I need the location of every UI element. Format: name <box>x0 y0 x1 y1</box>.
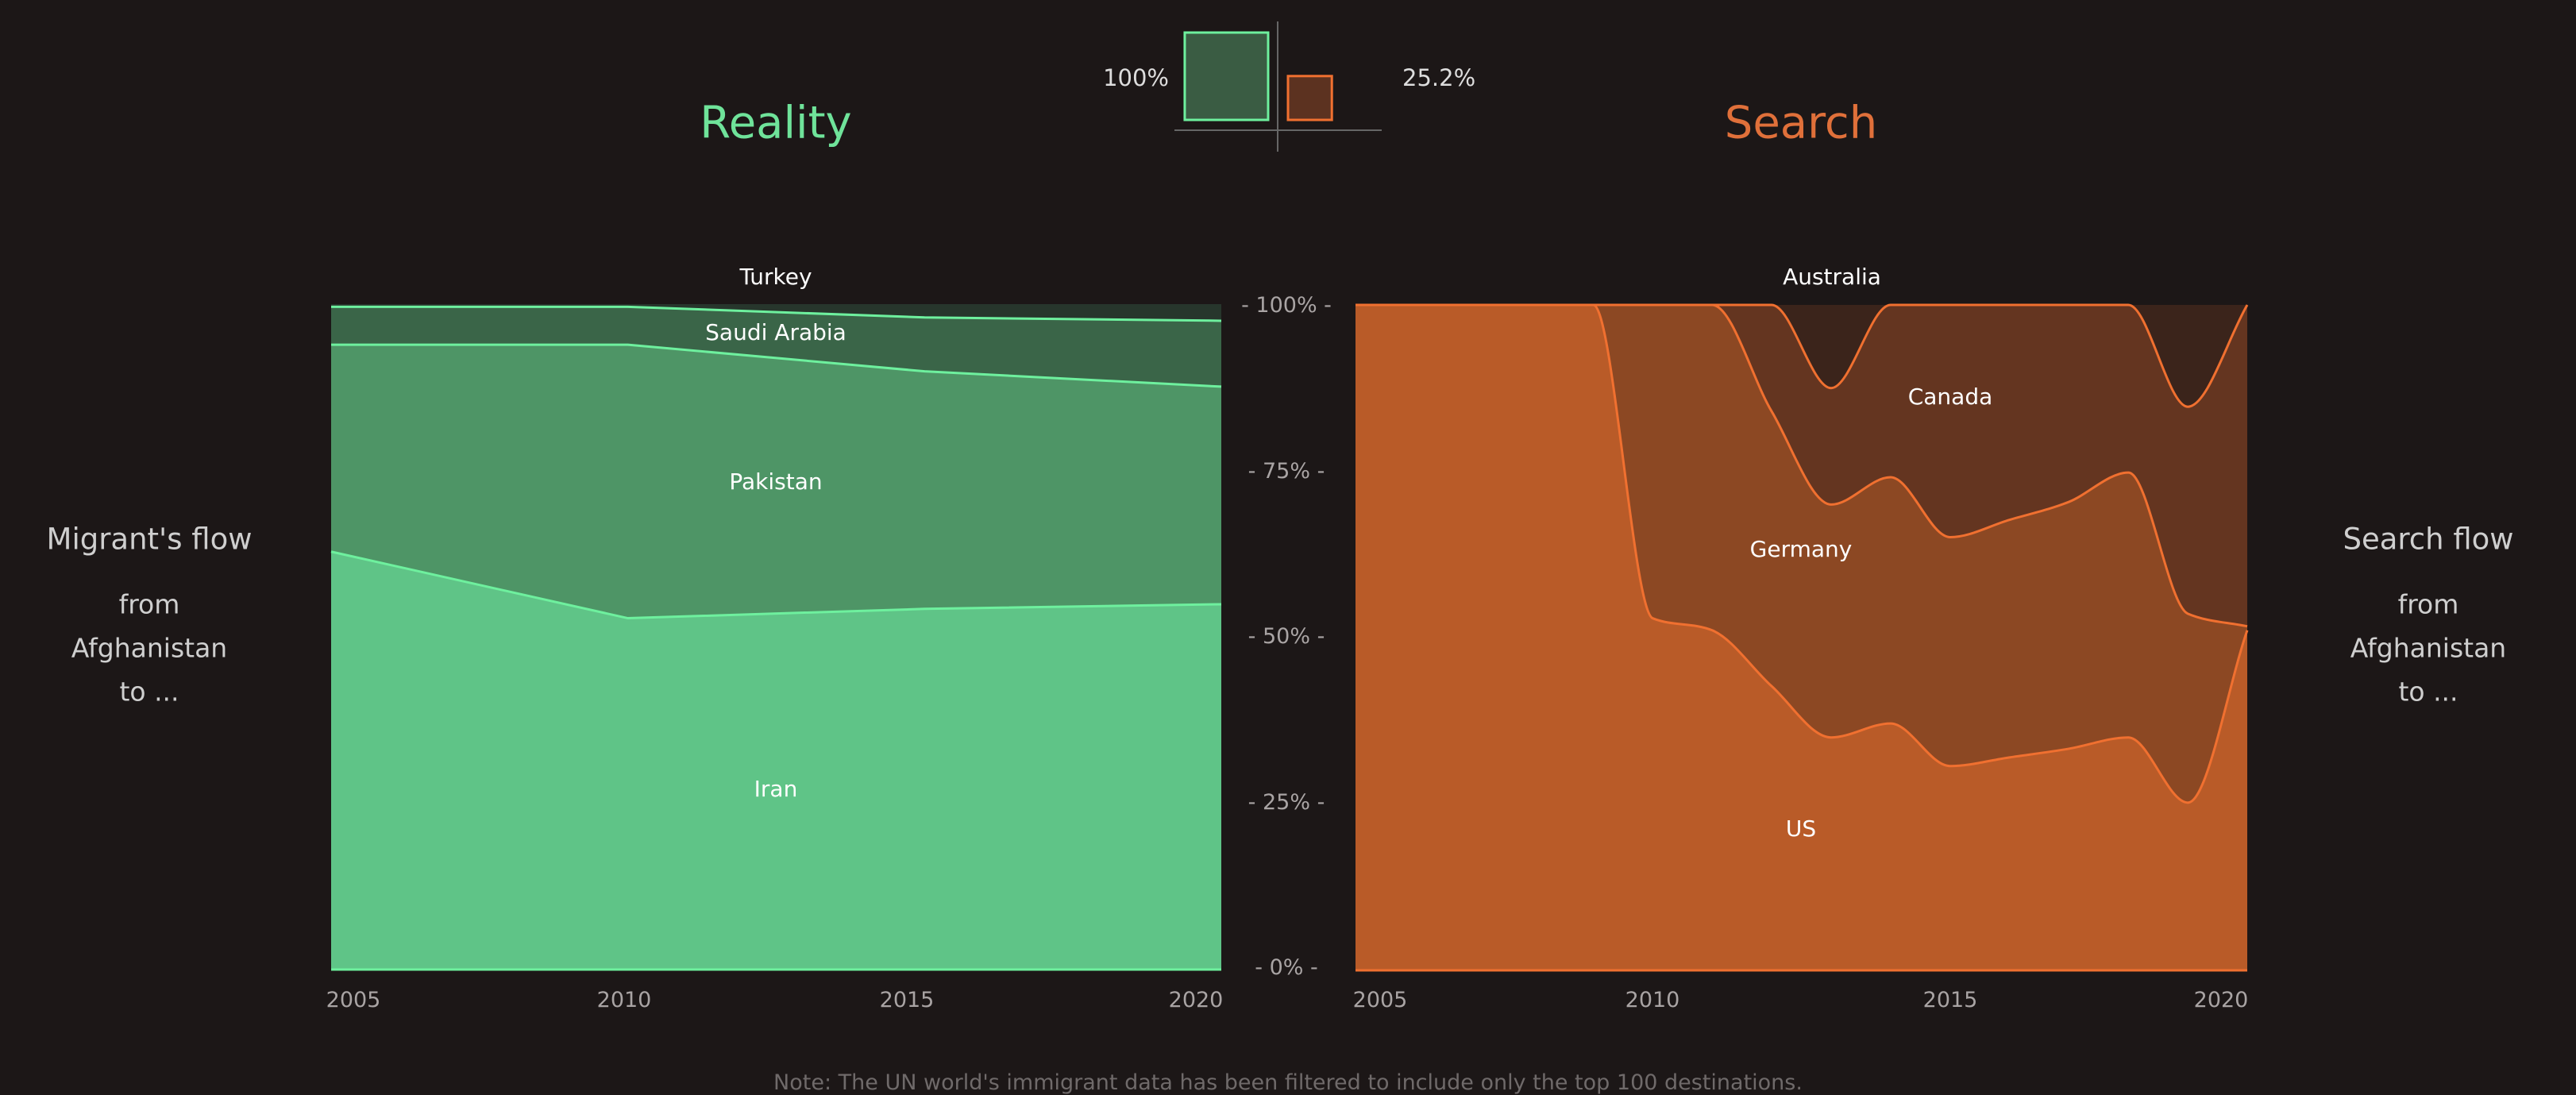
footnote: Note: The UN world's immigrant data has … <box>773 1070 1803 1095</box>
reality-title: Reality <box>700 97 852 149</box>
series-label-germany: Germany <box>1750 536 1853 562</box>
boundary-canada <box>1355 303 2249 408</box>
right-x-axis: 2005 2010 2015 2020 <box>1353 988 2249 1012</box>
reality-chart <box>330 304 1222 971</box>
area-australia <box>1355 305 2247 407</box>
series-label-turkey: Turkey <box>738 264 812 290</box>
legend-search-square <box>1286 75 1333 121</box>
area-saudi-arabia <box>331 307 1221 387</box>
y-tick-label: - 75% - <box>1248 459 1325 484</box>
x-tick-label: 2010 <box>1625 988 1680 1012</box>
boundary-saudi-arabia <box>331 305 1222 322</box>
x-tick-label: 2005 <box>326 988 381 1012</box>
area-canada <box>1355 305 2247 627</box>
x-tick-label: 2005 <box>1353 988 1408 1012</box>
x-tick-label: 2015 <box>880 988 935 1012</box>
area-us <box>1355 305 2247 970</box>
area-turkey <box>331 304 1221 321</box>
left-side-heading: Migrant's flow <box>46 522 253 557</box>
legend-left-value: 100% <box>1103 64 1169 91</box>
right-side-line3: to ... <box>2398 676 2458 708</box>
series-labels: Turkey Saudi Arabia Pakistan Iran Austra… <box>705 264 1992 842</box>
left-side-line3: to ... <box>119 676 179 708</box>
series-label-us: US <box>1786 815 1816 842</box>
x-tick-label: 2015 <box>1923 988 1978 1012</box>
series-label-saudi-arabia: Saudi Arabia <box>705 319 846 345</box>
legend-reality-square <box>1183 31 1270 121</box>
series-label-canada: Canada <box>1908 384 1993 410</box>
area-pakistan <box>331 345 1221 619</box>
right-side-heading: Search flow <box>2343 522 2514 557</box>
y-tick-label: - 50% - <box>1248 624 1325 649</box>
y-tick-label: - 25% - <box>1248 790 1325 815</box>
y-tick-label: - 0% - <box>1255 955 1317 980</box>
area-germany <box>1355 305 2247 803</box>
search-title: Search <box>1724 97 1878 149</box>
series-label-pakistan: Pakistan <box>729 468 822 495</box>
legend-graphic <box>1174 21 1382 152</box>
left-x-axis: 2005 2010 2015 2020 <box>326 988 1224 1012</box>
x-tick-label: 2020 <box>2194 988 2249 1012</box>
series-label-iran: Iran <box>754 776 798 802</box>
x-tick-label: 2020 <box>1169 988 1224 1012</box>
y-tick-label: - 100% - <box>1241 293 1332 318</box>
x-tick-label: 2010 <box>597 988 652 1012</box>
legend-right-value: 25.2% <box>1402 64 1476 91</box>
left-side-line2: Afghanistan <box>71 632 228 664</box>
y-axis: - 100% - - 75% - - 50% - - 25% - - 0% - <box>1241 293 1332 980</box>
area-iran <box>331 551 1221 970</box>
search-chart <box>1355 303 2249 972</box>
boundary-pakistan <box>331 343 1222 388</box>
right-side-line2: Afghanistan <box>2350 632 2507 664</box>
left-side-line1: from <box>118 588 180 620</box>
boundary-iran <box>330 550 1222 620</box>
right-side-line1: from <box>2397 588 2459 620</box>
series-label-australia: Australia <box>1783 264 1881 290</box>
